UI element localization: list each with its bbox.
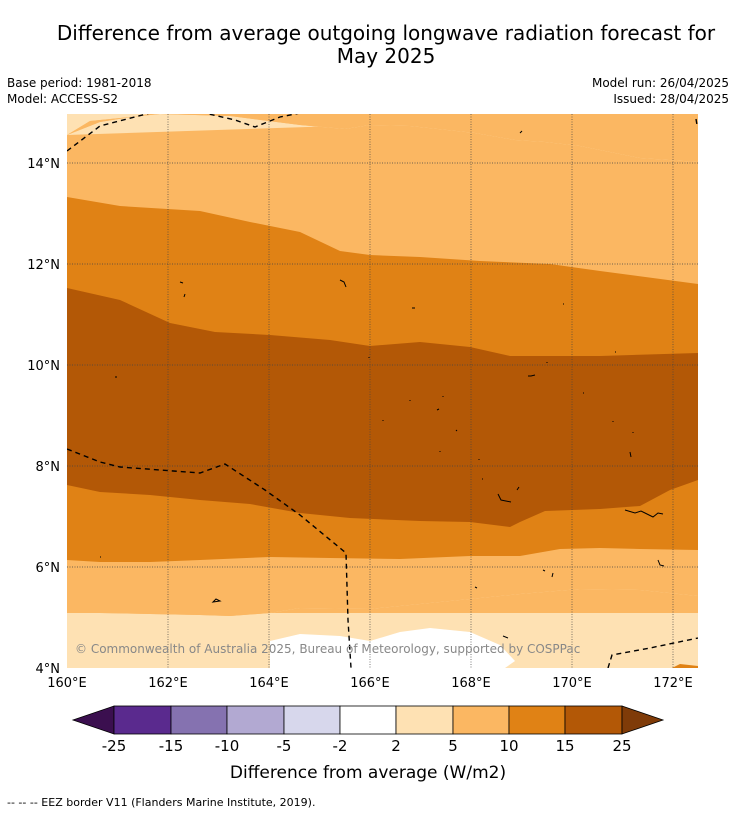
eez-border-west [67, 448, 352, 668]
lon-label-162: 162°E [148, 676, 188, 691]
colorbar-swatch-5 [339, 705, 397, 735]
colorbar-swatch-3 [226, 705, 285, 735]
colorbar [71, 705, 665, 735]
eez-border-southeast [607, 637, 698, 668]
colorbar-swatch-6 [395, 705, 454, 735]
map-copyright: © Commonwealth of Australia 2025, Bureau… [75, 642, 580, 656]
lon-tick-labels: 160°E 162°E 164°E 166°E 168°E 170°E 172°… [47, 676, 693, 691]
lon-label-166: 166°E [350, 676, 390, 691]
colorbar-swatch-4 [283, 705, 341, 735]
issued-date: Issued: 28/04/2025 [613, 92, 729, 106]
lat-label-6: 6°N [36, 561, 61, 576]
lon-label-160: 160°E [47, 676, 87, 691]
lon-label-170: 170°E [552, 676, 592, 691]
islands [100, 130, 665, 639]
lat-label-8: 8°N [36, 460, 61, 475]
colorbar-tick: 5 [448, 737, 458, 755]
band-below-2 [270, 628, 515, 668]
colorbar-swatch-7 [452, 705, 510, 735]
base-period: Base period: 1981-2018 [7, 76, 152, 90]
lat-label-12: 12°N [27, 258, 60, 273]
lon-label-164: 164°E [249, 676, 289, 691]
lon-label-172: 172°E [653, 676, 693, 691]
meta-right: Model run: 26/04/2025 Issued: 28/04/2025 [592, 75, 729, 107]
colorbar-swatch-9 [564, 705, 623, 735]
lat-tick-labels: 14°N 12°N 10°N 8°N 6°N 4°N [27, 157, 60, 677]
lat-label-4: 4°N [36, 662, 61, 677]
colorbar-tick: -25 [102, 737, 127, 755]
colorbar-tick: 10 [499, 737, 518, 755]
colorbar-tick: -15 [159, 737, 184, 755]
eez-border-northeast [695, 118, 698, 126]
lat-label-10: 10°N [27, 359, 60, 374]
colorbar-tick: 2 [391, 737, 401, 755]
model-name: Model: ACCESS-S2 [7, 92, 119, 106]
colorbar-tick: 15 [555, 737, 574, 755]
colorbar-extend-high [621, 705, 665, 735]
colorbar-extend-low [71, 705, 115, 735]
colorbar-tick: -5 [277, 737, 292, 755]
lat-label-14: 14°N [27, 157, 60, 172]
colorbar-tick: -10 [215, 737, 240, 755]
contour-layers [67, 114, 698, 668]
band-15-25 [67, 288, 698, 527]
colorbar-tick: -2 [333, 737, 348, 755]
graticule [67, 114, 698, 668]
colorbar-swatch-8 [508, 705, 566, 735]
colorbar-swatch-1 [113, 705, 172, 735]
colorbar-swatch-2 [170, 705, 228, 735]
eez-legend-note: -- -- -- EEZ border V11 (Flanders Marine… [7, 796, 316, 809]
colorbar-ticks: -25 -15 -10 -5 -2 2 5 10 15 25 [102, 737, 632, 755]
title-line-2: May 2025 [336, 44, 436, 68]
eez-borders [67, 114, 698, 668]
title-line-1: Difference from average outgoing longwav… [56, 21, 716, 45]
map-title: Difference from average outgoing longwav… [0, 22, 736, 68]
model-run: Model run: 26/04/2025 [591, 76, 729, 90]
colorbar-tick: 25 [612, 737, 631, 755]
lon-label-168: 168°E [451, 676, 491, 691]
colorbar-label: Difference from average (W/m2) [230, 763, 506, 783]
band-25-corner [672, 664, 698, 668]
meta-left: Base period: 1981-2018 Model: ACCESS-S2 [7, 75, 152, 107]
